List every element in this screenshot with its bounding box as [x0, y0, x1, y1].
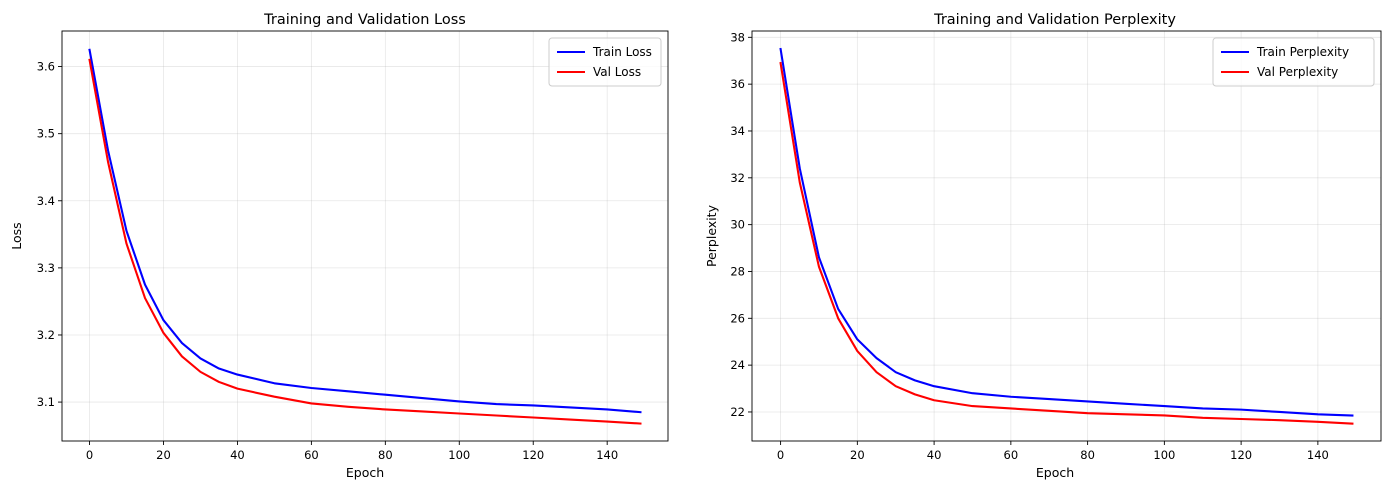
loss-chart-xlabel: Epoch [346, 465, 384, 480]
loss-series-line-0 [88, 48, 642, 414]
perplexity-x-tick-label: 140 [1307, 448, 1329, 462]
perplexity-x-tick-label: 0 [777, 448, 784, 462]
perplexity-chart-title: Training and Validation Perplexity [933, 12, 1176, 28]
loss-plot-frame [61, 30, 669, 442]
perplexity-legend-label-1: Val Perplexity [1257, 65, 1338, 79]
loss-y-tick-label: 3.6 [37, 60, 55, 74]
loss-x-tick-label: 100 [448, 448, 470, 462]
loss-y-tick-label: 3.4 [37, 194, 55, 208]
loss-x-tick-label: 40 [230, 448, 245, 462]
perplexity-legend-box [1212, 37, 1375, 87]
perplexity-y-tick-label: 26 [730, 311, 745, 325]
perplexity-y-tick-label: 38 [730, 30, 745, 44]
loss-chart: Training and Validation Loss Epoch Loss … [9, 12, 669, 480]
loss-x-tick-label: 60 [304, 448, 319, 462]
loss-y-tick-label: 3.3 [37, 261, 55, 275]
loss-y-tick-label: 3.1 [37, 395, 55, 409]
loss-x-tick-label: 140 [596, 448, 618, 462]
perplexity-y-tick-label: 28 [730, 264, 745, 278]
loss-x-tick-label: 80 [378, 448, 393, 462]
perplexity-x-tick-label: 100 [1153, 448, 1175, 462]
perplexity-y-tick-label: 24 [730, 358, 745, 372]
perplexity-chart: Training and Validation Perplexity Epoch… [704, 12, 1382, 480]
loss-legend: Train Loss Val Loss [548, 37, 662, 87]
loss-legend-label-1: Val Loss [593, 65, 641, 79]
perplexity-y-tick-label: 30 [730, 218, 745, 232]
perplexity-legend-label-0: Train Perplexity [1256, 45, 1349, 59]
perplexity-y-tick-label: 22 [730, 405, 745, 419]
perplexity-chart-ylabel: Perplexity [704, 204, 719, 267]
perplexity-plot-frame [751, 30, 1382, 442]
loss-x-tick-label: 120 [522, 448, 544, 462]
loss-chart-ylabel: Loss [9, 222, 24, 249]
perplexity-y-tick-label: 34 [730, 124, 745, 138]
loss-series-line-1 [88, 58, 642, 425]
loss-y-tick-label: 3.5 [37, 127, 55, 141]
perplexity-y-tick-label: 36 [730, 77, 745, 91]
perplexity-legend: Train Perplexity Val Perplexity [1212, 37, 1375, 87]
perplexity-x-tick-label: 120 [1230, 448, 1252, 462]
loss-x-tick-label: 20 [156, 448, 171, 462]
loss-chart-title: Training and Validation Loss [263, 12, 466, 28]
perplexity-x-tick-label: 20 [850, 448, 865, 462]
perplexity-x-tick-label: 40 [927, 448, 942, 462]
perplexity-x-tick-label: 80 [1080, 448, 1095, 462]
perplexity-y-tick-label: 32 [730, 171, 745, 185]
loss-legend-label-0: Train Loss [592, 45, 652, 59]
perplexity-x-tick-label: 60 [1004, 448, 1019, 462]
loss-legend-box [548, 37, 662, 87]
perplexity-series-line-1 [779, 61, 1354, 425]
perplexity-series-line-0 [779, 47, 1354, 417]
perplexity-chart-xlabel: Epoch [1036, 465, 1074, 480]
loss-x-tick-label: 0 [86, 448, 93, 462]
loss-y-tick-label: 3.2 [37, 328, 55, 342]
